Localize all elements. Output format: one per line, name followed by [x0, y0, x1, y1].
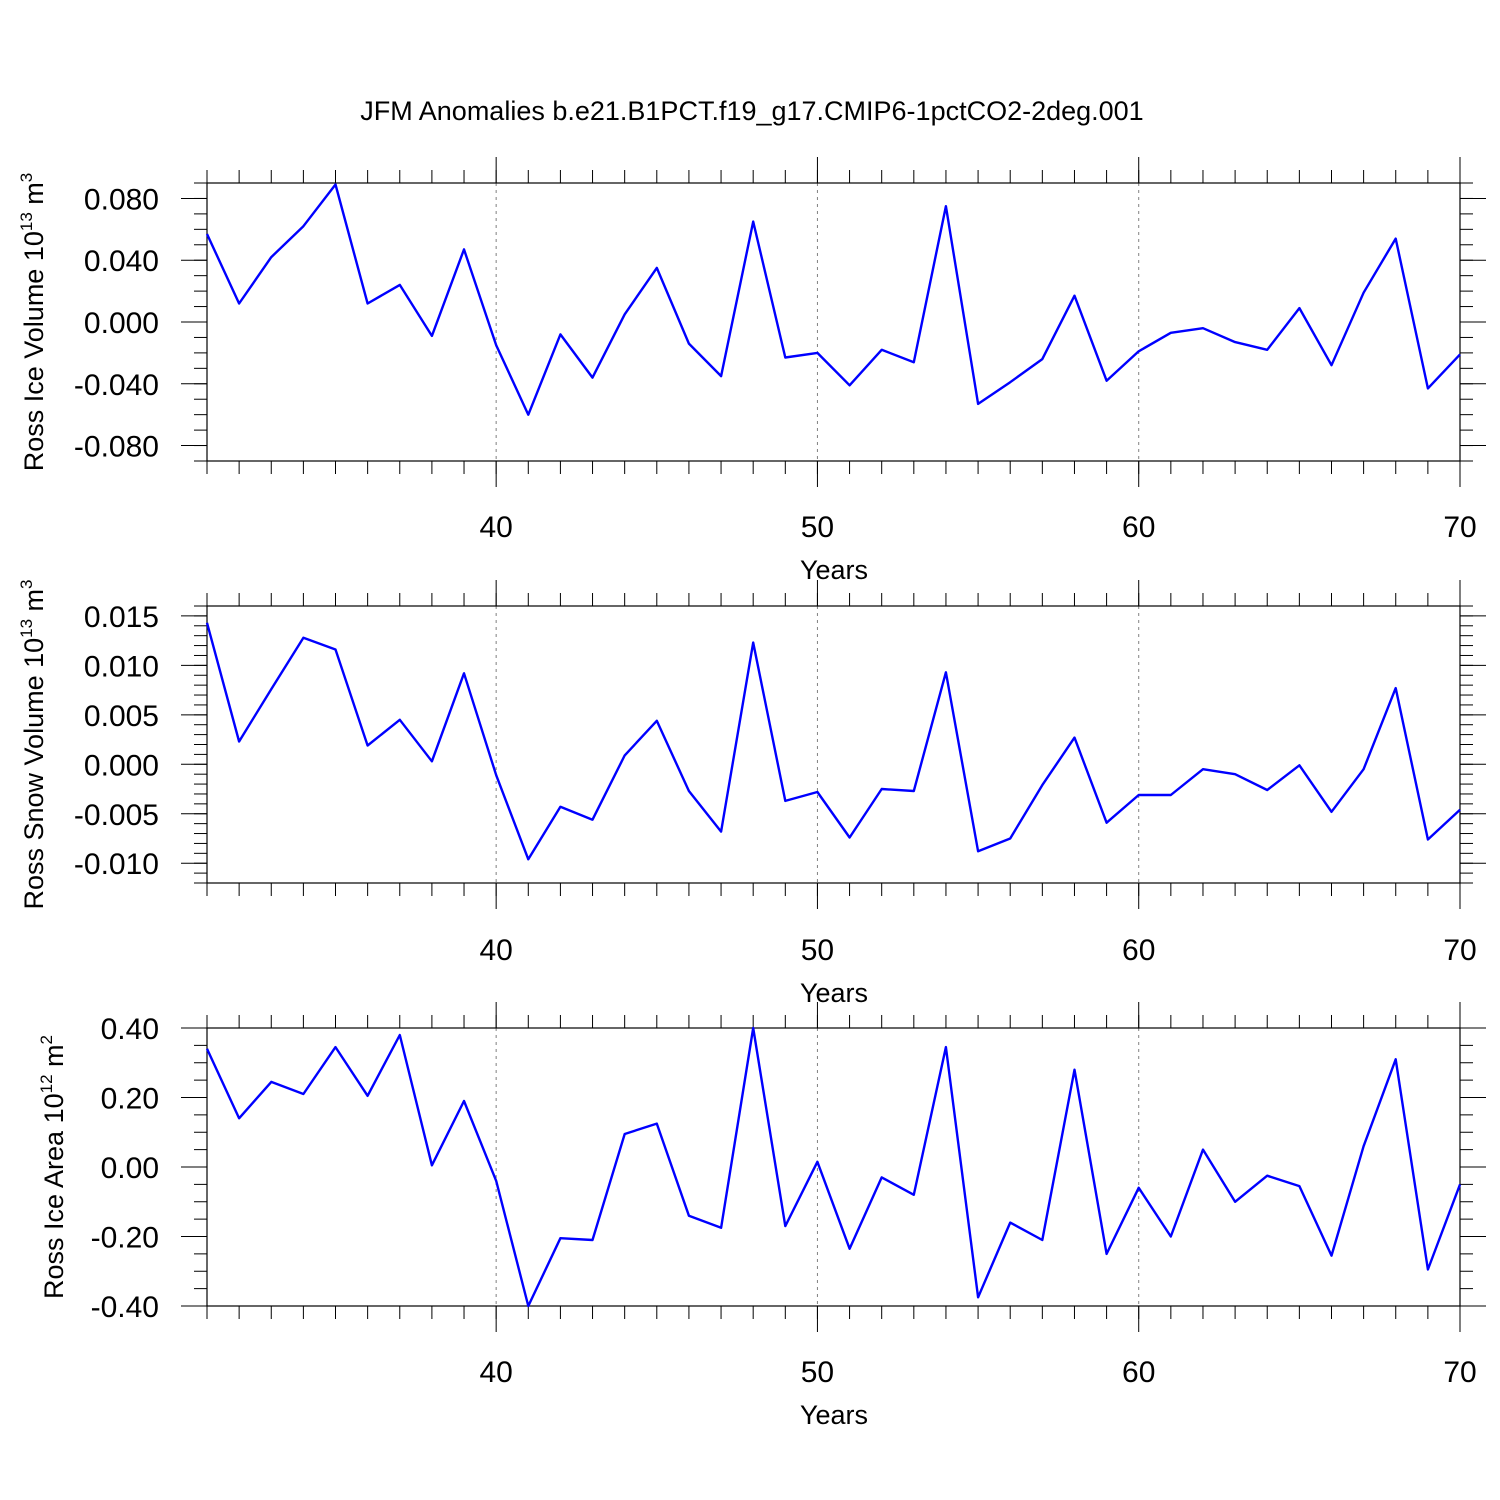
y-axis-title: Ross Snow Volume 1013 m3 [17, 579, 49, 909]
x-axis-title: Years [800, 978, 868, 1008]
y-axis-unit-power: 3 [17, 579, 36, 588]
y-tick-label: 0.40 [101, 1013, 159, 1046]
y-axis-unit-power: 3 [17, 173, 36, 182]
y-axis-unit: m [19, 182, 49, 212]
y-axis-title: Ross Ice Volume 1013 m3 [17, 173, 49, 472]
x-tick-label: 70 [1443, 1356, 1476, 1389]
panel-2: 0.015 0.010 0.005 0.000 -0.005 -0.010 40 50 60 70… [17, 579, 1486, 1008]
y-tick-label: 0.00 [101, 1152, 159, 1185]
x-axis-title: Years [800, 1400, 868, 1430]
y-axis-label-text: Ross Ice Area 10 [39, 1093, 69, 1299]
y-axis-unit-power: 2 [37, 1035, 56, 1044]
x-tick-label: 40 [479, 1356, 512, 1389]
chart-title: JFM Anomalies b.e21.B1PCT.f19_g17.CMIP6-… [360, 96, 1143, 126]
y-axis-unit: m [19, 589, 49, 619]
y-tick-label: 0.015 [84, 601, 159, 634]
plot-frame [206, 1027, 1461, 1307]
y-tick-label: -0.040 [74, 369, 159, 402]
x-tick-label: 70 [1443, 934, 1476, 967]
data-series-line [205, 1026, 1462, 1308]
y-axis-unit-exponent: 13 [17, 619, 36, 638]
y-tick-label: -0.40 [91, 1291, 159, 1324]
data-series-line [205, 622, 1461, 861]
plot-frame [206, 182, 1461, 462]
y-tick-label: 0.080 [84, 183, 159, 216]
y-axis-unit: m [39, 1044, 69, 1074]
x-tick-label: 40 [479, 934, 512, 967]
y-tick-label: 0.20 [101, 1083, 159, 1116]
y-axis-label-text: Ross Ice Volume 10 [19, 231, 49, 471]
y-tick-label: -0.20 [91, 1222, 159, 1255]
panel-1: 0.080 0.040 0.000 -0.040 -0.080 40 50 60 70 Years… [17, 157, 1486, 585]
y-tick-label: -0.005 [74, 799, 159, 832]
x-tick-label: 50 [801, 934, 834, 967]
y-tick-label: -0.010 [74, 848, 159, 881]
plot-panels: 0.080 0.040 0.000 -0.040 -0.080 40 50 60 70 Years… [17, 157, 1486, 1430]
x-tick-label: 60 [1122, 1356, 1155, 1389]
y-tick-label: -0.080 [74, 431, 159, 464]
y-tick-label: 0.000 [84, 307, 159, 340]
x-tick-label: 50 [801, 511, 834, 544]
plot-frame [206, 605, 1461, 884]
x-tick-label: 60 [1122, 934, 1155, 967]
x-tick-label: 40 [479, 511, 512, 544]
data-series-line [205, 183, 1461, 416]
x-tick-label: 50 [801, 1356, 834, 1389]
y-tick-label: 0.000 [84, 749, 159, 782]
x-axis-title: Years [800, 555, 868, 585]
y-tick-label: 0.040 [84, 245, 159, 278]
x-tick-label: 60 [1122, 511, 1155, 544]
y-axis-label-text: Ross Snow Volume 10 [19, 638, 49, 910]
panel-3: 0.40 0.20 0.00 -0.20 -0.40 40 50 60 70 Years Ross … [37, 1002, 1486, 1430]
x-tick-label: 70 [1443, 511, 1476, 544]
y-tick-label: 0.005 [84, 700, 159, 733]
y-axis-unit-exponent: 13 [17, 212, 36, 231]
y-tick-label: 0.010 [84, 650, 159, 683]
y-axis-title: Ross Ice Area 1012 m2 [37, 1035, 69, 1299]
y-axis-unit-exponent: 12 [37, 1074, 56, 1093]
